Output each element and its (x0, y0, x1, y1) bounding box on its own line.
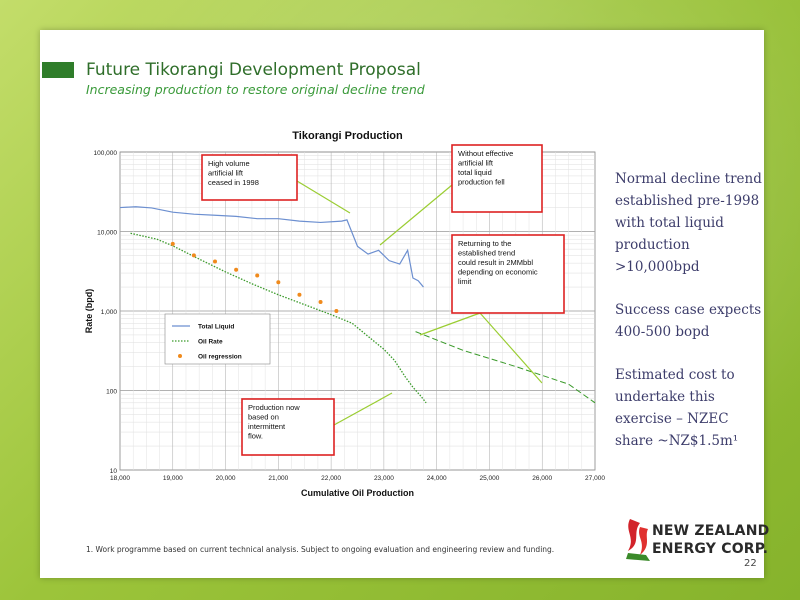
y-tick-label: 1,000 (101, 309, 118, 316)
footnote: 1. Work programme based on current techn… (86, 545, 555, 554)
x-tick-label: 25,000 (479, 475, 499, 482)
production-chart: Tikorangi Production 100,000 10,000 1,000 10… (84, 130, 605, 498)
legend-label: Oil Rate (198, 339, 223, 346)
title-accent-bar (42, 62, 74, 78)
x-tick-label: 22,000 (321, 475, 341, 482)
callout-box (241, 398, 335, 456)
chart-title: Tikorangi Production (292, 130, 403, 142)
y-tick-label: 100 (106, 389, 117, 396)
x-tick-label: 23,000 (374, 475, 394, 482)
bullet-cost: Estimated cost to undertake this exercis… (615, 367, 739, 449)
series-oil-regression-point (255, 273, 260, 278)
series-oil-regression-point (318, 299, 323, 304)
callout-text: Without effective artificial lift total li… (458, 149, 513, 187)
callout-text: Production now based on intermittent flow. (248, 403, 300, 441)
legend-swatch (178, 354, 182, 358)
x-tick-label: 18,000 (110, 475, 130, 482)
logo-line-2: ENERGY CORP. (652, 541, 769, 557)
company-logo-icon (626, 519, 650, 561)
x-tick-label: 19,000 (163, 475, 183, 482)
callout-arrow (333, 392, 393, 426)
callout-arrow (419, 312, 481, 336)
x-tick-label: 24,000 (427, 475, 447, 482)
legend-label: Total Liquid (198, 324, 234, 331)
bullet-decline: Normal decline trend established pre-199… (615, 171, 762, 275)
series-oil-regression-point (213, 259, 217, 264)
callout-box (451, 234, 565, 314)
callout-arrow (296, 180, 351, 214)
x-axis-label: Cumulative Oil Production (301, 488, 414, 498)
series-oil-rate (130, 232, 427, 404)
page-number: 22 (744, 558, 757, 569)
legend-box (164, 313, 271, 365)
chart-legend: Total Liquid Oil Rate Oil regression (164, 313, 271, 365)
series-oil-regression-point (170, 241, 175, 246)
bullet-list: Normal decline trend established pre-199… (615, 168, 765, 473)
bullet-success: Success case expects 400-500 bopd (615, 302, 762, 340)
callout-text: High volume artificial lift ceased in 1998 (208, 159, 259, 187)
y-tick-label: 100,000 (94, 150, 118, 157)
series-oil-regression-point (276, 280, 281, 285)
series-oil-regression-point (234, 267, 239, 272)
x-tick-label: 21,000 (268, 475, 288, 482)
callout-box (451, 144, 543, 213)
callout-arrow (379, 184, 453, 246)
series-oil-regression-point (191, 253, 196, 258)
callout-arrow (479, 312, 543, 384)
x-tick-label: 20,000 (216, 475, 236, 482)
callout-box (201, 154, 298, 201)
x-tick-label: 27,000 (585, 475, 605, 482)
callout-text: Returning to the established trend could r… (458, 239, 538, 286)
series-decline-projection (415, 331, 596, 404)
series-oil-regression-point (297, 292, 302, 297)
slide-title: Future Tikorangi Development Proposal (86, 60, 421, 80)
series-total-liquid (119, 206, 424, 288)
series-oil-regression-point (334, 309, 339, 313)
x-tick-label: 26,000 (532, 475, 552, 482)
y-tick-label: 10 (110, 468, 118, 475)
y-tick-label: 10,000 (97, 230, 117, 237)
company-logo-text: NEW ZEALAND ENERGY CORP. (652, 522, 769, 558)
logo-line-1: NEW ZEALAND (652, 523, 770, 539)
legend-label: Oil regression (198, 354, 242, 361)
slide-subtitle: Increasing production to restore origina… (86, 82, 425, 97)
y-axis-label: Rate (bpd) (84, 289, 94, 334)
